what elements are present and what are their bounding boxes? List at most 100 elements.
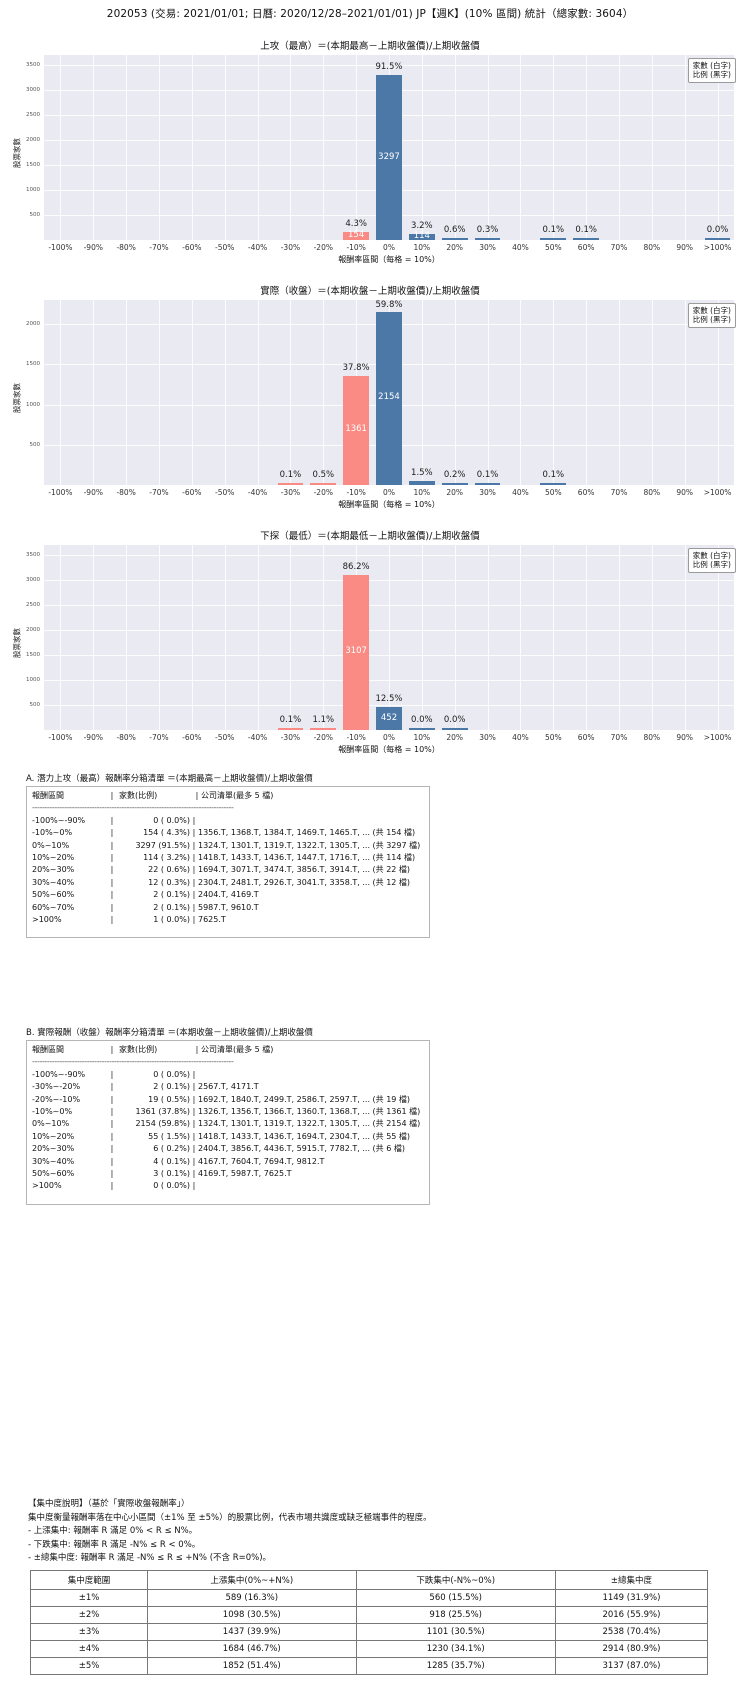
listing-separator: | (195, 791, 199, 800)
bar (409, 480, 435, 485)
table-cell: 2914 (80.9%) (554, 1640, 709, 1658)
listing-companies: 2404.T, 3856.T, 4436.T, 5915.T, 7782.T, … (198, 1144, 405, 1154)
listing-bin: 30%~40% (32, 877, 75, 887)
grid-line-vertical (454, 545, 456, 730)
y-axis-label: 股票家數 (12, 627, 22, 658)
x-axis-tick: 90% (676, 733, 694, 742)
listing-separator: | (192, 840, 196, 850)
x-axis-label: 報酬率區間（每格 = 10%） (338, 745, 440, 754)
x-axis-tick: 40% (512, 488, 529, 497)
grid-line-vertical (93, 55, 95, 240)
listing-separator: | (192, 1181, 196, 1191)
listing-row: -20%~-10% | 19 ( 0.5%) | 1692.T, 1840.T, 249… (32, 1094, 424, 1106)
bar-count-label: 114 (413, 231, 430, 242)
grid-line-vertical (257, 545, 259, 730)
listing-separator: | (110, 1156, 114, 1166)
grid-line-vertical (487, 300, 489, 485)
grid-line-vertical (421, 55, 423, 240)
listing-row: 0%~10% | 3297 (91.5%) | 1324.T, 1301.T, 1319… (32, 840, 424, 852)
table-row: ±2% 1098 (30.5%) 918 (25.5%) 2016 (55.9%) (29, 1606, 709, 1624)
listing-separator: | (110, 1069, 114, 1079)
grid-line-vertical (684, 55, 686, 240)
grid-line-vertical (487, 545, 489, 730)
listing-separator: | (192, 902, 196, 912)
listing-companies: 1356.T, 1368.T, 1384.T, 1469.T, 1465.T, … (198, 828, 416, 838)
x-axis-tick: 70% (610, 733, 628, 742)
y-axis-tick: 1000 (26, 187, 40, 193)
x-axis-tick: -70% (149, 488, 169, 497)
listing-count: 1361 (37.8%) (135, 1107, 190, 1117)
listing-separator: | (192, 853, 196, 863)
x-axis-tick: >100% (703, 733, 732, 742)
bar-percent-label: 0.0% (411, 715, 433, 725)
x-axis-tick: -100% (48, 488, 73, 497)
x-axis-tick: -70% (149, 243, 169, 252)
y-axis-tick: 3500 (26, 62, 40, 68)
x-axis-tick: 0% (383, 488, 395, 497)
table-cell: ±5% (29, 1657, 149, 1675)
listing-bin: -100%~-90% (32, 1069, 86, 1079)
listing-separator: | (110, 1131, 114, 1141)
listing-companies: 5987.T, 9610.T (198, 902, 259, 912)
bar (310, 483, 337, 485)
y-axis-tick: 500 (29, 212, 41, 218)
listing-count: 1 ( 0.0%) (153, 915, 190, 925)
column-header: 上漲集中(0%~+N%) (147, 1570, 357, 1590)
listing-bin: 60%~70% (32, 902, 75, 912)
grid-line-vertical (159, 300, 160, 485)
x-axis-tick: 50% (544, 488, 562, 497)
bar (474, 238, 501, 240)
x-axis-tick: 40% (512, 733, 529, 742)
bar (376, 311, 402, 485)
table-cell: ±1% (29, 1589, 149, 1607)
y-axis-tick: 3000 (26, 577, 40, 583)
legend-line-1: 家數 (白字) (692, 306, 731, 315)
y-axis-tick: 3000 (26, 87, 40, 93)
section-a-listing: 報酬區間 | 家數(比例) | 公司清單(最多 5 檔) ----------------… (26, 786, 430, 938)
x-axis-tick: -50% (215, 733, 235, 742)
table-cell: 2538 (70.4%) (554, 1623, 709, 1641)
x-axis-tick: -10% (346, 733, 366, 742)
listing-bin: -20%~-10% (32, 1094, 81, 1104)
bar-count-label: 154 (348, 230, 365, 241)
listing-separator: | (110, 915, 114, 925)
listing-separator: | (192, 1069, 196, 1079)
listing-bin: 20%~30% (32, 865, 75, 875)
grid-line-vertical (520, 55, 522, 240)
y-axis-label: 股票家數 (12, 137, 22, 168)
listing-separator: | (192, 877, 196, 887)
bar (343, 232, 369, 240)
listing-bin: >100% (32, 1181, 62, 1191)
legend-line-2: 比例 (黑字) (692, 560, 731, 570)
listing-companies: 1324.T, 1301.T, 1319.T, 1322.T, 1305.T, … (198, 1119, 421, 1129)
plot-area: 股票家數 500 1000 1500 2000 2500 3000 3500 -100% -90… (0, 545, 740, 742)
grid-line-vertical (520, 300, 522, 485)
listing-bin: 10%~20% (32, 1131, 75, 1141)
listing-separator: | (110, 815, 114, 825)
listing-count: 55 ( 1.5%) (148, 1131, 190, 1141)
listing-companies: 1692.T, 1840.T, 2499.T, 2586.T, 2597.T, … (198, 1094, 411, 1104)
listing-separator: | (110, 1144, 114, 1154)
x-axis-tick: -80% (116, 243, 136, 252)
grid-line-vertical (323, 55, 325, 240)
grid-line-vertical (191, 300, 193, 485)
listing-bin: 30%~40% (32, 1156, 75, 1166)
y-axis-label: 股票家數 (12, 382, 22, 413)
y-axis-tick: 2500 (26, 602, 40, 608)
bar (277, 728, 304, 730)
y-axis-tick: 3500 (26, 552, 40, 558)
bar-percent-label: 0.1% (279, 470, 302, 480)
table-cell: 1684 (46.7%) (147, 1640, 357, 1658)
bar (540, 483, 567, 485)
listing-count: 2 ( 0.1%) (153, 890, 190, 900)
listing-row: 30%~40% | 4 ( 0.1%) | 4167.T, 7604.T, 7694.T… (32, 1156, 424, 1168)
x-axis-label: 報酬率區間（每格 = 10%） (338, 500, 440, 509)
listing-count: 114 ( 3.2%) (143, 853, 190, 863)
table-row: ±1% 589 (16.3%) 560 (15.5%) 1149 (31.9%) (29, 1589, 709, 1607)
listing-separator: | (192, 1107, 196, 1117)
table-cell: 1285 (35.7%) (355, 1657, 556, 1675)
bar (441, 728, 468, 730)
table-cell: ±3% (29, 1623, 149, 1641)
y-axis-tick: 2000 (26, 627, 40, 633)
